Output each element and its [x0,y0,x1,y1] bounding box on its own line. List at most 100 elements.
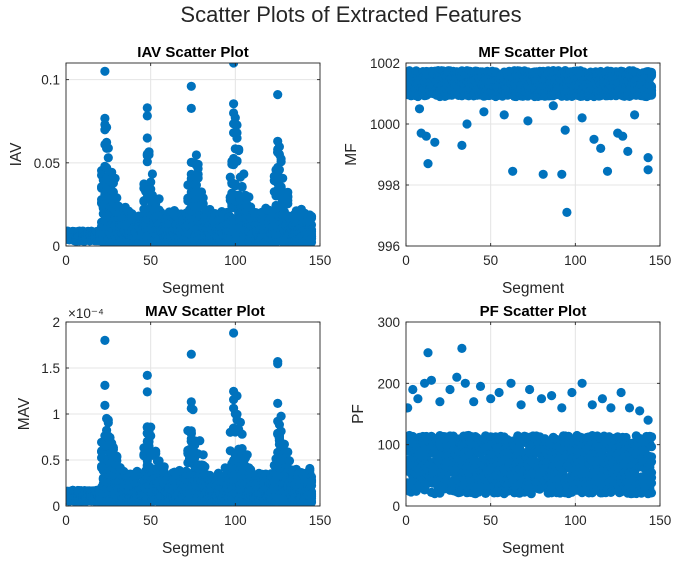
scatter-point [186,426,196,436]
scatter-point [557,169,567,179]
scatter-point [146,422,156,432]
scatter-point [630,110,640,120]
scatter-point [589,134,599,144]
scatter-points [66,63,317,246]
scatter-point [242,450,252,460]
scatter-point [237,444,247,454]
scatter-point [618,131,628,141]
scatter-point [596,143,606,153]
scatter-point [230,113,240,123]
scatter-point [279,439,289,449]
scatter-point [548,101,558,111]
x-tick-label: 0 [62,253,70,268]
scatter-point [239,169,249,179]
scatter-point [284,456,295,466]
scatter-point [174,465,185,476]
scatter-points [406,66,657,217]
scatter-point [103,143,113,153]
scatter-point [112,193,122,203]
scatter-point [306,237,317,246]
scatter-point [457,140,467,150]
x-axis-label: Segment [162,280,225,297]
scatter-point [430,137,440,147]
scatter-point [112,452,122,462]
scatter-point [414,104,425,114]
x-tick-label: 150 [649,253,672,268]
scatter-point [562,207,572,217]
scatter-point [643,165,653,175]
axes-frame [405,62,661,247]
scatter-point [144,147,154,157]
scatter-point [232,409,242,419]
scatter-point [100,113,110,123]
scatter-point [538,169,548,179]
y-tick-label: 1000 [370,117,400,132]
scatter-point [479,107,489,117]
scatter-point [198,450,208,460]
scatter-point [102,122,112,132]
scatter-point [146,177,156,187]
scatter-point [100,66,110,76]
scatter-point [643,153,653,163]
scatter-point [110,173,120,183]
scatter-point [154,194,164,204]
scatter-point [306,213,317,223]
scatter-point [186,397,196,407]
scatter-point [523,116,533,126]
scatter-point [200,462,210,472]
scatter-point [462,119,472,129]
axes-frame [65,62,321,247]
scatter-point [103,418,113,428]
scatter-point [421,131,431,141]
scatter-point [646,67,657,77]
scatter-point [151,449,161,459]
scatter-point [235,417,245,427]
scatter-point [237,182,247,192]
scatter-point [283,447,293,457]
scatter-point [188,405,198,415]
scatter-point [142,111,152,121]
scatter-point [274,165,284,175]
subplot-title: MF Scatter Plot [478,44,587,61]
scatter-point [274,142,284,152]
scatter-point [273,398,283,408]
x-axis-label: Segment [502,280,565,297]
scatter-point [646,81,657,91]
subplot-title: IAV Scatter Plot [137,44,248,61]
scatter-point [232,156,242,166]
scatter-point [193,173,203,183]
scatter-point [499,110,509,120]
scatter-point [508,166,518,176]
scatter-point [193,159,203,169]
scatter-point [276,411,286,421]
scatter-point [195,436,205,446]
scatter-point [191,150,201,160]
scatter-point [232,391,242,401]
scatter-point [423,159,433,169]
scatter-point [234,144,244,154]
y-tick-label: 0.05 [34,156,60,171]
scatter-point [142,387,152,397]
scatter-point [186,103,196,113]
scatter-point [244,192,254,202]
x-tick-label: 50 [483,253,498,268]
scatter-point [229,99,239,109]
scatter-point [100,380,110,390]
figure-title: Scatter Plots of Extracted Features [180,2,521,27]
scatter-point [147,169,157,179]
scatter-point [237,429,247,439]
y-tick-label: 1002 [370,56,400,71]
scatter-point [278,173,288,183]
scatter-point [103,153,113,163]
scatter-point [276,157,286,167]
y-tick-label: 998 [377,178,400,193]
scatter-point [232,120,242,130]
scatter-point [232,133,242,143]
y-tick-label: 0.1 [41,73,60,88]
scatter-point [186,81,196,91]
scatter-point [100,400,110,410]
scatter-point [283,187,293,197]
y-tick-label: 0 [52,239,60,254]
